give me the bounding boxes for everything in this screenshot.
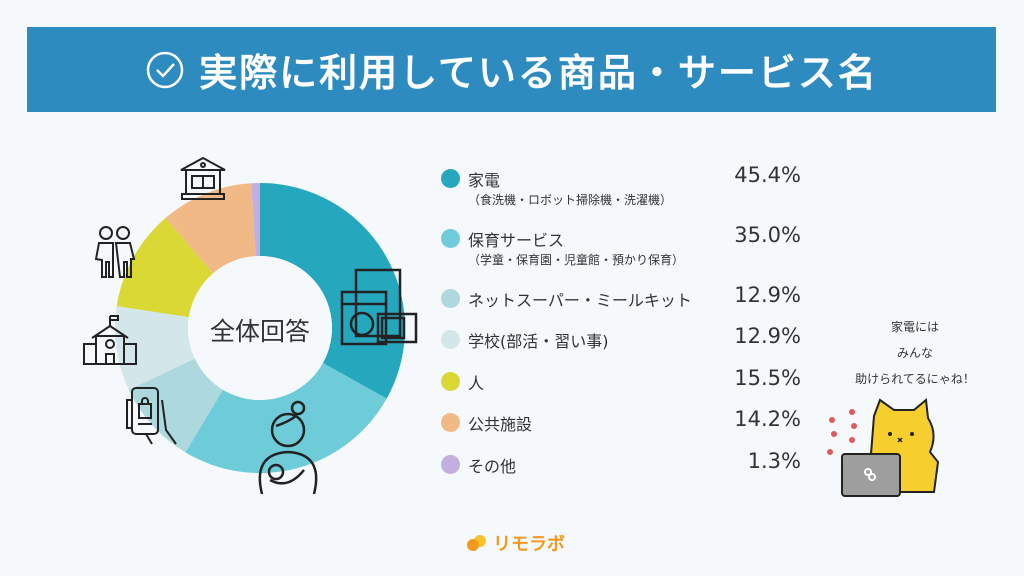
center-label: 全体回答 — [209, 317, 310, 346]
check-circle-icon — [146, 51, 184, 88]
cat-mascot-icon — [827, 398, 940, 497]
donut-slice-4 — [115, 306, 195, 390]
legend-value: 35.0% — [734, 223, 801, 247]
legend-value: 12.9% — [734, 324, 801, 348]
page-title: 実際に利用している商品・サービス名 — [199, 51, 878, 95]
legend-value: 12.9% — [734, 283, 801, 307]
legend-swatch — [441, 229, 460, 248]
legend-value: 1.3% — [747, 449, 801, 473]
legend-sublabel: （学童・保育園・児童館・預かり保育） — [468, 253, 685, 267]
legend-swatch — [441, 330, 460, 349]
legend-value: 14.2% — [734, 407, 801, 431]
legend-label: ネットスーパー・ミールキット — [468, 291, 692, 310]
logo-text: リモラボ — [493, 534, 565, 555]
logo-dots-icon — [467, 535, 486, 551]
appliances-icon — [340, 268, 418, 346]
speech-line: 家電には — [890, 320, 939, 334]
school-icon — [83, 315, 137, 365]
legend-swatch — [441, 169, 460, 188]
library-icon — [180, 156, 226, 200]
legend-swatch — [441, 413, 460, 432]
legend-value: 15.5% — [734, 366, 801, 390]
legend-swatch — [441, 372, 460, 391]
phone-shopping-icon — [126, 387, 177, 445]
donut-slice-7 — [251, 183, 260, 257]
speech-line: 助けられてるにゃね！ — [855, 372, 975, 386]
legend-label: 人 — [468, 374, 485, 393]
legend-swatch — [441, 455, 460, 474]
donut-slice-6 — [165, 183, 256, 274]
speech-line: みんな — [896, 346, 933, 360]
title-banner: 実際に利用している商品・サービス名 — [27, 27, 996, 112]
donut-slice-5 — [116, 218, 214, 318]
speech-bubble: 家電には みんな 助けられてるにゃね！ — [840, 314, 990, 392]
legend-label: 公共施設 — [468, 415, 533, 434]
legend-label: 保育サービス — [468, 231, 565, 250]
donut-slice-3 — [128, 358, 223, 453]
legend-label: 家電 — [468, 171, 501, 190]
legend-label: その他 — [468, 457, 517, 476]
brand-logo: リモラボ — [466, 530, 565, 556]
donut-hole — [188, 256, 332, 400]
mother-baby-icon — [258, 400, 318, 495]
legend-label: 学校(部活・習い事) — [468, 332, 609, 351]
donut-slice-2 — [185, 363, 387, 473]
legend-swatch — [441, 289, 460, 308]
people-icon — [94, 226, 136, 278]
legend-sublabel: （食洗機・ロボット掃除機・洗濯機） — [468, 193, 673, 207]
legend-value: 45.4% — [734, 163, 801, 187]
